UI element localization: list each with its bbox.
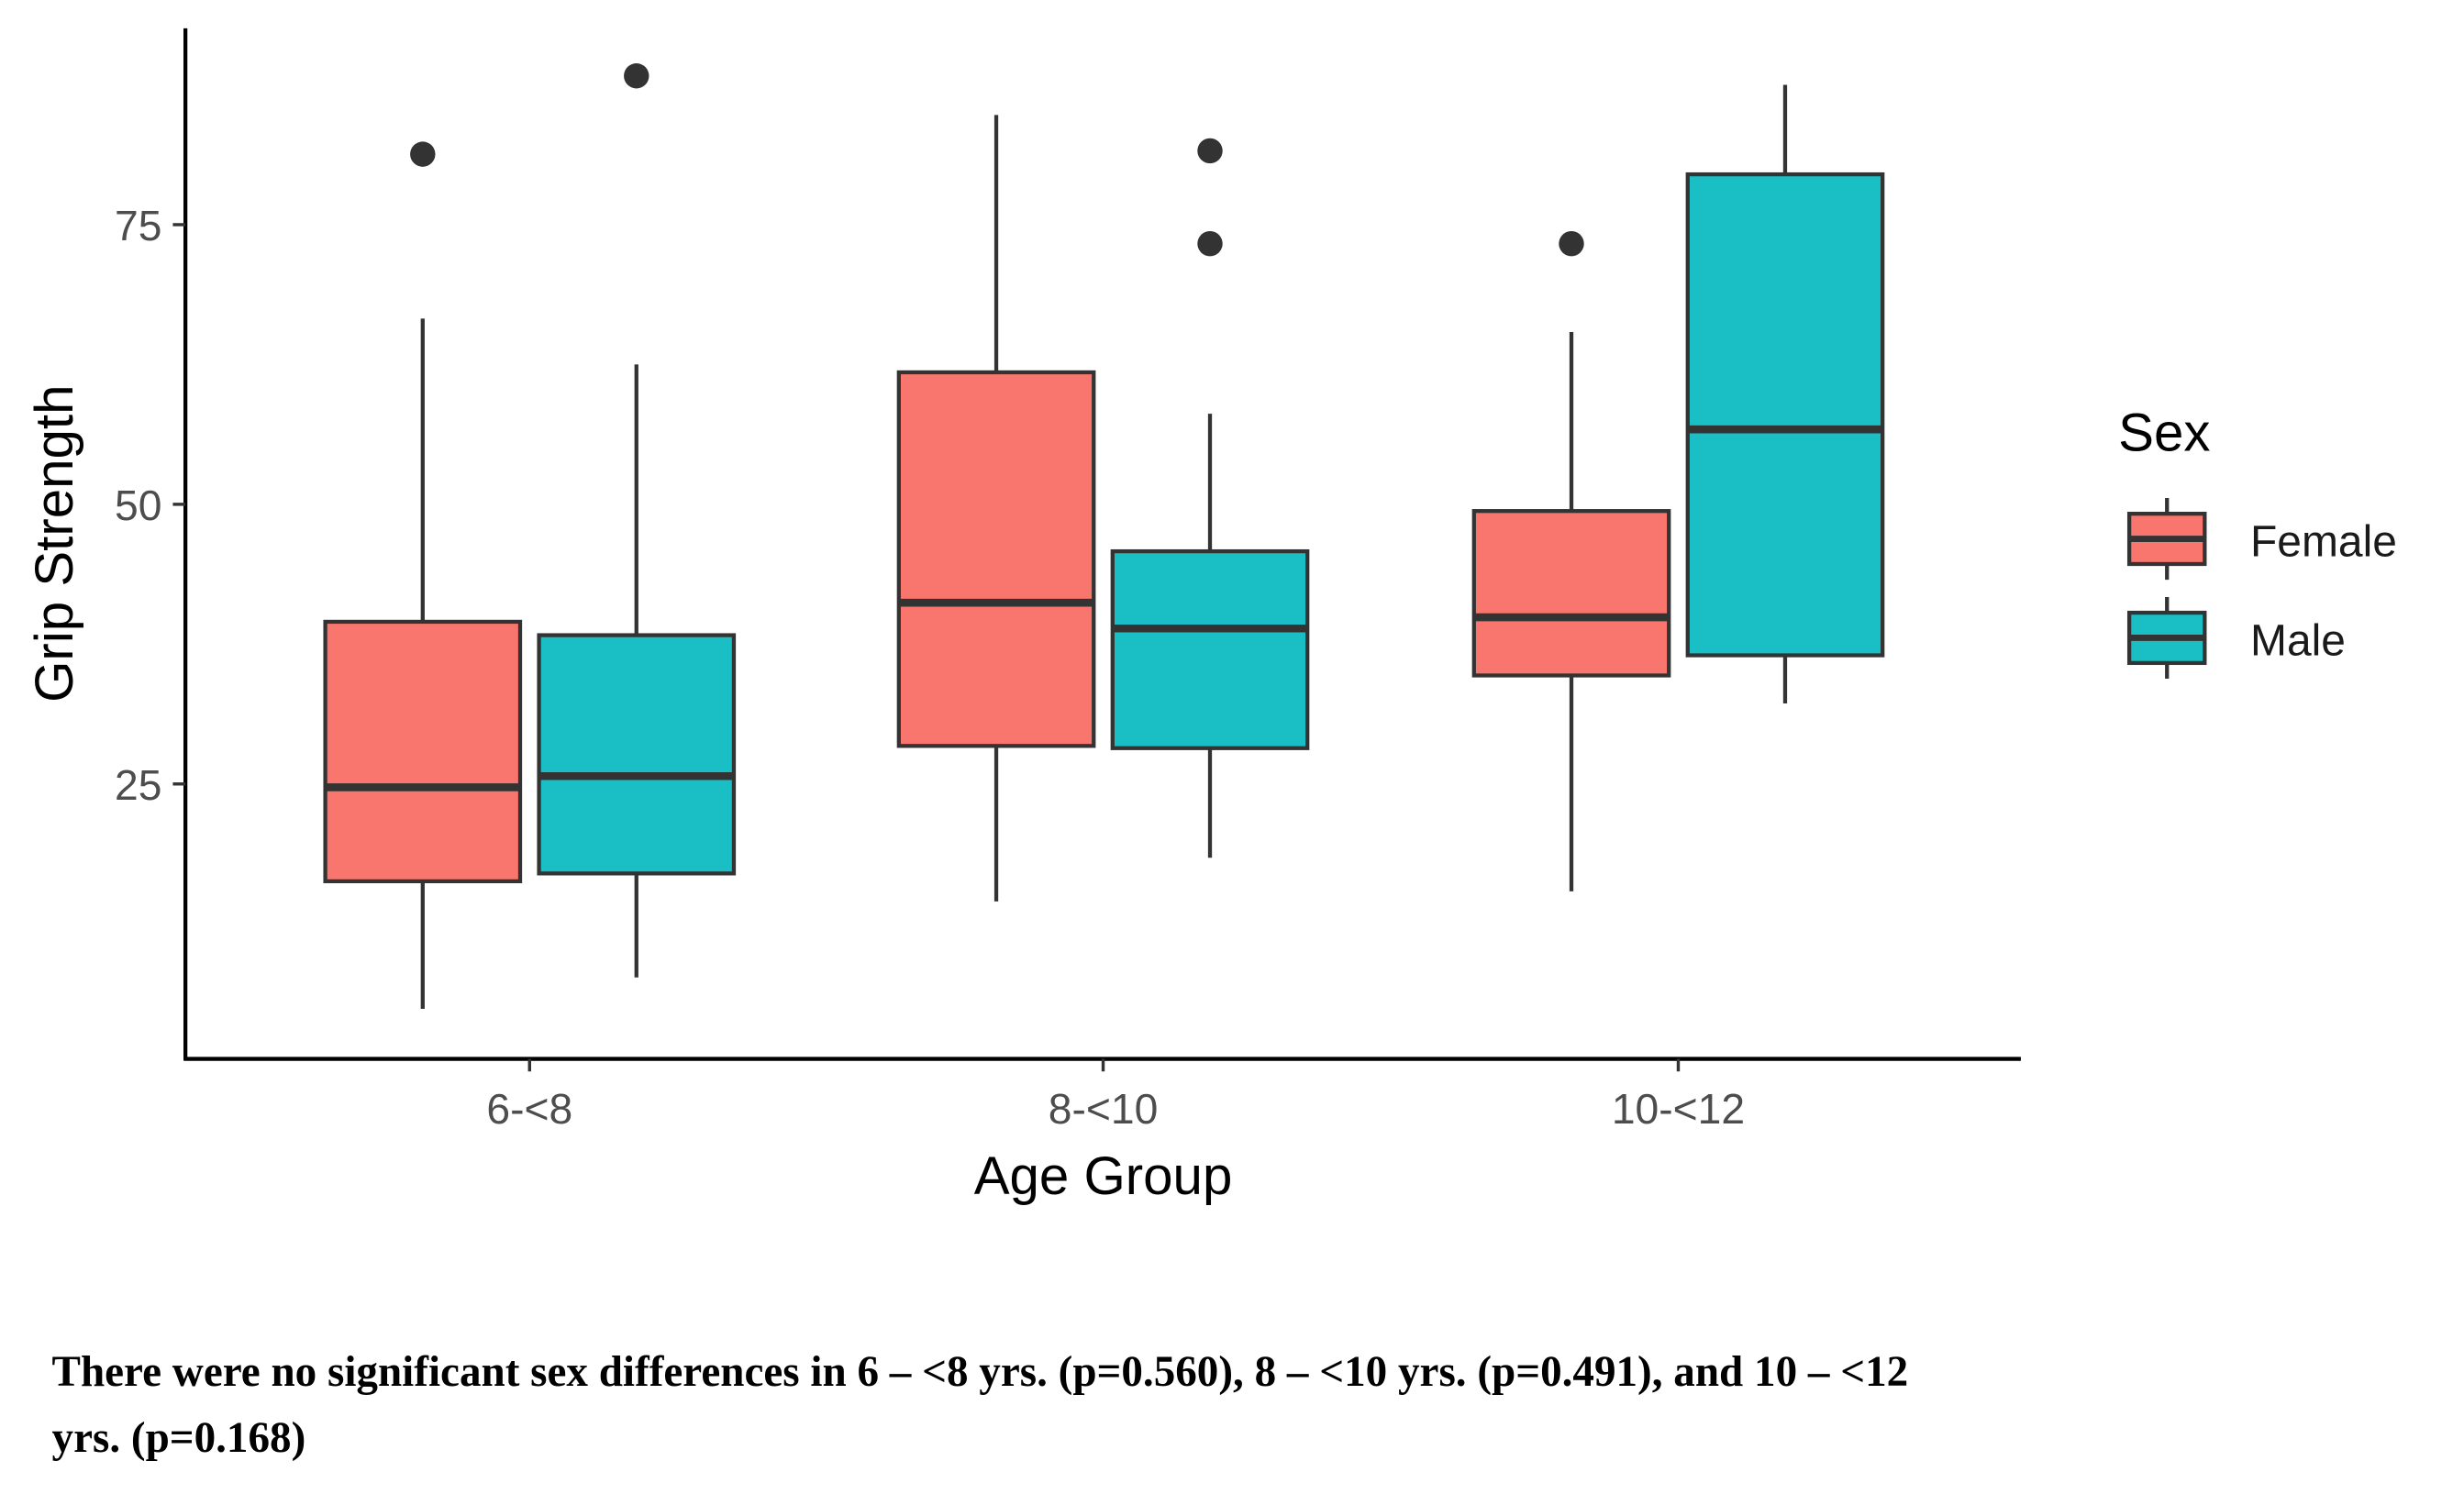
- legend-key-male: [2126, 596, 2207, 680]
- caption: There were no significant sex difference…: [52, 1338, 2457, 1470]
- box-iqr: [1685, 172, 1885, 658]
- legend-label-male: Male: [2250, 616, 2346, 665]
- box-iqr: [323, 619, 523, 884]
- outlier-point: [1559, 230, 1584, 257]
- outlier-point: [1197, 230, 1223, 257]
- box-female-2: [1471, 230, 1671, 891]
- y-tick-label: 50: [115, 481, 161, 529]
- legend-label-female: Female: [2250, 517, 2397, 566]
- box-male-1: [1110, 138, 1310, 858]
- x-axis-label: Age Group: [974, 1146, 1233, 1206]
- outlier-point: [624, 63, 649, 89]
- y-tick-label: 75: [115, 202, 161, 249]
- caption-line-1: There were no significant sex difference…: [51, 1346, 1909, 1396]
- caption-line-2: yrs. (p=0.168): [51, 1411, 306, 1462]
- box-iqr: [537, 633, 737, 876]
- x-tick-label: 6-<8: [486, 1085, 572, 1133]
- outlier-point: [410, 141, 436, 167]
- box-iqr: [1471, 509, 1671, 678]
- box-female-1: [896, 115, 1096, 902]
- outlier-point: [1197, 138, 1223, 164]
- box-iqr: [896, 370, 1096, 748]
- box-female-0: [323, 141, 523, 1009]
- box-male-2: [1685, 84, 1885, 703]
- y-tick-label: 25: [115, 761, 161, 809]
- x-tick-label: 10-<12: [1612, 1085, 1745, 1133]
- y-axis-label: Grip Strength: [25, 385, 84, 703]
- legend-key-female: [2126, 498, 2207, 581]
- boxplot-chart: 25 50 75 6-<8 8-<10 10-<12 Age Group Grip St…: [25, 28, 2397, 1206]
- legend: Sex Female Male: [2118, 404, 2397, 680]
- box-iqr: [1110, 548, 1310, 750]
- box-male-0: [537, 63, 737, 978]
- x-tick-label: 8-<10: [1049, 1085, 1159, 1133]
- legend-title: Sex: [2118, 404, 2210, 463]
